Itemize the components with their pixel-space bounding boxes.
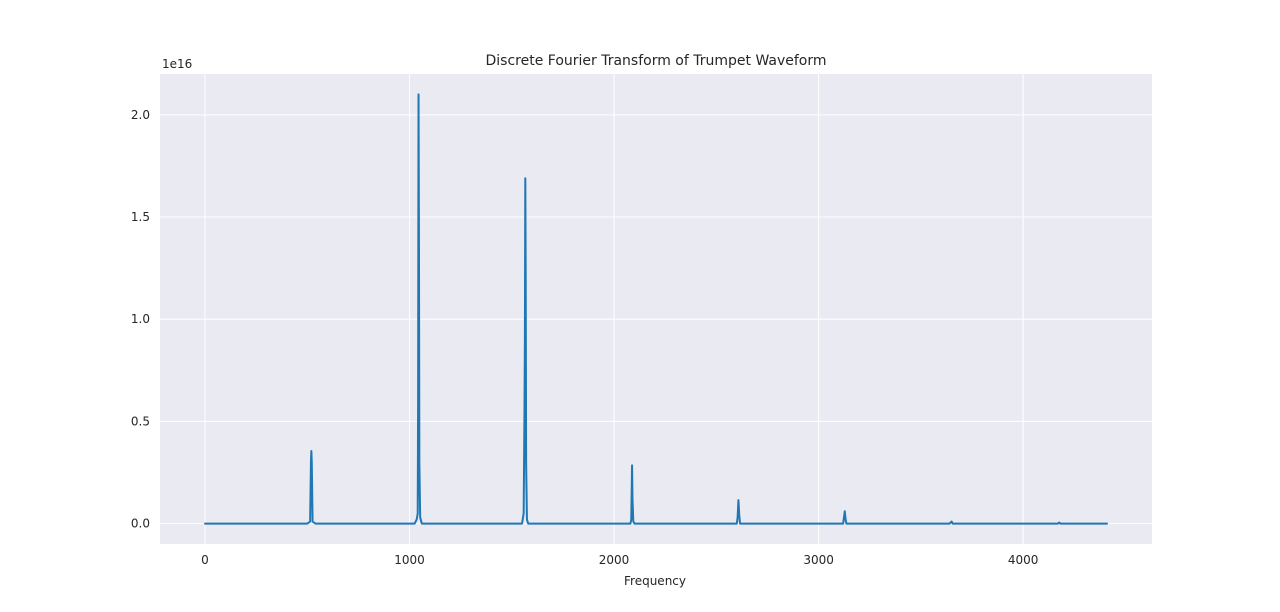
- x-tick-label: 0: [201, 553, 209, 567]
- y-tick-label: 1.0: [131, 312, 150, 326]
- y-offset-label: 1e16: [162, 57, 192, 71]
- x-axis-label: Frequency: [624, 574, 686, 588]
- x-tick-label: 4000: [1008, 553, 1039, 567]
- x-tick-label: 1000: [394, 553, 425, 567]
- series-line: [204, 93, 1108, 525]
- x-tick-label: 2000: [599, 553, 630, 567]
- x-tick-label: 3000: [803, 553, 834, 567]
- y-tick-label: 0.5: [131, 414, 150, 428]
- y-tick-label: 2.0: [131, 108, 150, 122]
- y-tick-label: 1.5: [131, 210, 150, 224]
- y-tick-label: 0.0: [131, 517, 150, 531]
- chart-title: Discrete Fourier Transform of Trumpet Wa…: [485, 53, 826, 69]
- y-axis-ticks: 0.0 0.5 1.0 1.5 2.0: [131, 108, 150, 531]
- x-axis-ticks: 0 1000 2000 3000 4000: [201, 553, 1038, 567]
- plot-area: [160, 74, 1152, 544]
